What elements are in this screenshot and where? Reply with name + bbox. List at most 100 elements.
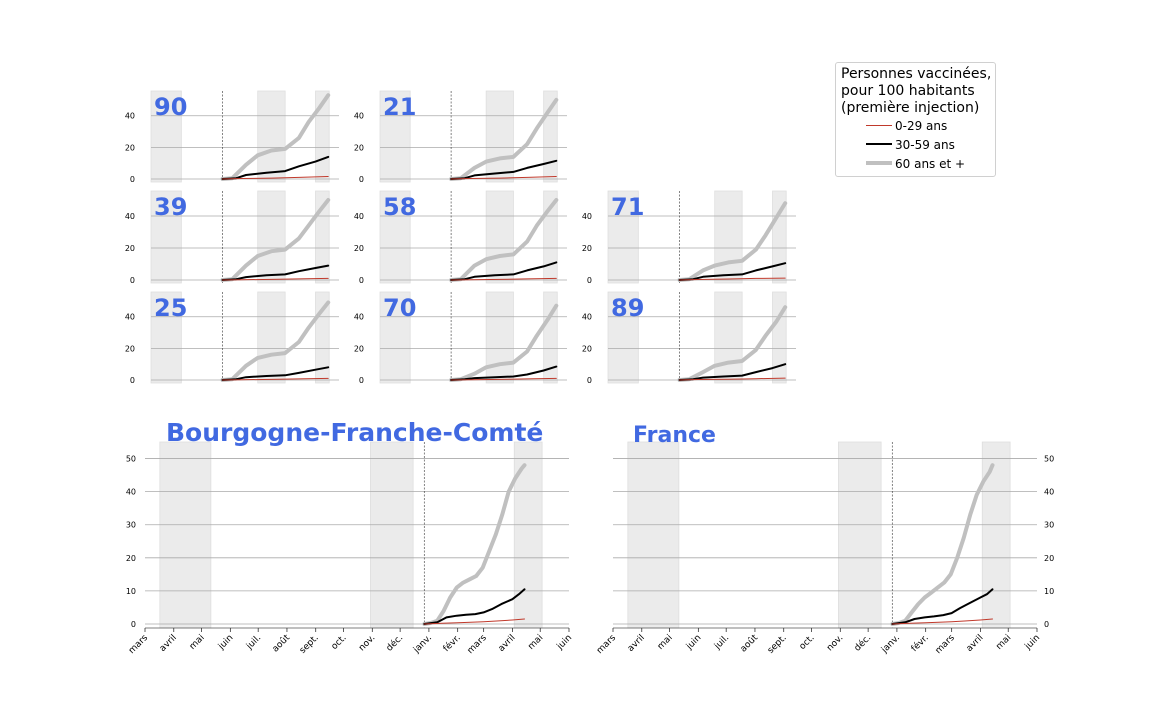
x-tick-label: juin [684,633,703,652]
x-tick-label: janv. [879,633,902,656]
x-tick-label: sept. [298,633,321,656]
panel-title: 25 [154,294,187,322]
series-line [678,262,787,281]
y-tick-label: 40 [582,212,592,221]
shaded-period [257,190,286,284]
y-tick-label: 20 [125,344,135,353]
y-tick-label: 0 [130,376,135,385]
panel-title: France [633,423,716,448]
x-tick-label: mars [934,633,957,656]
y-tick-label: 40 [354,313,364,322]
chart-panel-5: 0 20 40 25 [125,291,339,385]
y-tick-label: 0 [587,376,592,385]
shaded-period [379,90,411,183]
shaded-period [772,190,787,284]
y-tick-label: 0 [587,276,592,285]
series-line [222,377,329,381]
x-tick-label: mai [188,633,207,652]
panel-title: 58 [383,193,416,221]
series-line [422,463,527,626]
series-line [450,377,557,381]
x-tick-label: janv. [411,633,434,656]
panel-title: 90 [154,93,187,121]
series-line [221,366,330,381]
shaded-period [315,90,330,183]
series-line [450,176,557,180]
series-line [679,277,786,281]
legend-label: 0-29 ans [895,119,948,133]
y-tick-label: 0 [359,175,364,184]
y-tick-label: 20 [582,244,592,253]
series-line [450,277,557,281]
shaded-period [257,291,286,384]
legend-swatch-30-59 [866,143,892,145]
x-tick-label: oct. [330,633,349,652]
legend-item-30-59: 30-59 ans [866,137,996,153]
shaded-period [607,190,639,284]
shaded-period [485,291,514,384]
shaded-period [607,291,639,384]
series-line [222,176,329,180]
x-tick-label: mars [127,633,150,656]
x-tick-label: févr. [909,632,931,654]
series-line [222,277,329,281]
y-tick-label: 30 [126,521,136,530]
chart-panel-3: 0 20 40 58 [354,190,567,285]
series-line [449,97,559,181]
panel-title: 89 [611,294,644,322]
shaded-period [981,441,1011,629]
legend-swatch-60-plus [866,161,892,165]
x-tick-label: mai [656,633,675,652]
series-line [220,198,331,282]
series-line [449,303,559,382]
shaded-period [370,441,414,629]
shaded-period [257,90,286,183]
y-tick-label: 40 [582,313,592,322]
legend: Personnes vaccinées, pour 100 habitants … [835,62,996,177]
x-tick-label: déc. [384,632,405,653]
legend-item-0-29: 0-29 ans [866,118,996,134]
series-line [450,159,558,180]
y-tick-label: 40 [354,212,364,221]
y-tick-label: 20 [1044,554,1054,563]
shaded-period [838,441,882,629]
x-tick-label: avril [497,633,518,654]
chart-panel-7: 0 20 40 89 [582,291,796,385]
panel-title: 70 [383,294,416,322]
panel-title: Bourgogne-Franche-Comté [166,418,543,447]
shaded-period [150,90,182,183]
y-tick-label: 20 [582,344,592,353]
legend-title: Personnes vaccinées, pour 100 habitants … [841,66,992,116]
series-line [679,377,786,381]
series-line [891,588,994,625]
shaded-period [379,291,411,384]
series-line [423,618,525,625]
series-line [220,300,331,382]
x-tick-label: oct. [798,633,817,652]
panel-title: 21 [383,93,416,121]
y-tick-label: 40 [125,313,135,322]
x-tick-label: avril [965,633,986,654]
legend-label: 30-59 ans [895,138,955,152]
x-tick-label: mai [526,633,545,652]
series-line [220,93,331,181]
y-tick-label: 40 [125,112,135,121]
chart-panel-4: 0 20 40 71 [582,190,796,285]
x-tick-label: août [271,633,293,655]
x-tick-label: avril [626,633,647,654]
x-tick-label: févr. [441,632,463,654]
x-tick-label: mai [994,633,1013,652]
series-line [423,588,526,625]
x-tick-label: juin [555,633,574,652]
x-tick-label: juil. [244,633,263,652]
y-tick-label: 20 [354,143,364,152]
y-tick-label: 0 [1044,620,1049,629]
y-tick-label: 10 [126,587,136,596]
y-tick-label: 0 [130,276,135,285]
x-tick-label: sept. [766,633,789,656]
shaded-period [159,441,212,629]
y-tick-label: 20 [125,143,135,152]
